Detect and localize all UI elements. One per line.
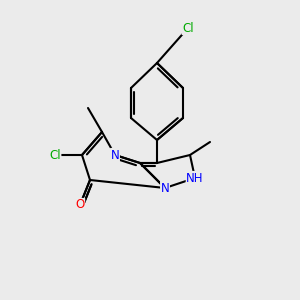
Text: Cl: Cl	[49, 148, 61, 161]
Text: N: N	[160, 182, 169, 194]
Text: O: O	[75, 199, 85, 212]
Text: NH: NH	[186, 172, 204, 184]
Text: N: N	[111, 148, 119, 161]
Text: Cl: Cl	[182, 22, 194, 34]
